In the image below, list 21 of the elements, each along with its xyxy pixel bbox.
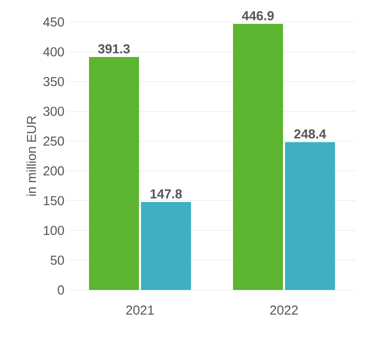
data-label: 248.4: [294, 129, 326, 139]
bar: [140, 202, 191, 290]
y-tick-label: 400: [43, 47, 64, 56]
x-tick-label: 2021: [126, 306, 154, 315]
y-tick-label: 250: [44, 136, 64, 146]
bar: [285, 142, 335, 290]
y-tick-label: 100: [44, 226, 64, 236]
y-tick-label: 450: [43, 17, 64, 27]
y-tick-label: 0: [58, 285, 64, 295]
data-label: 147.8: [150, 189, 182, 198]
bar: [233, 24, 284, 290]
y-tick-label: 350: [43, 76, 64, 86]
bar: [89, 56, 140, 290]
y-tick-label: 50: [50, 256, 64, 265]
y-tick-label: 150: [44, 196, 64, 206]
data-label: 446.9: [242, 11, 274, 20]
y-tick-label: 200: [44, 166, 64, 176]
data-label: 391.3: [98, 44, 130, 54]
y-tick-label: 300: [43, 106, 64, 116]
x-tick-label: 2022: [270, 306, 298, 315]
y-axis-title: in million EUR: [26, 116, 36, 196]
